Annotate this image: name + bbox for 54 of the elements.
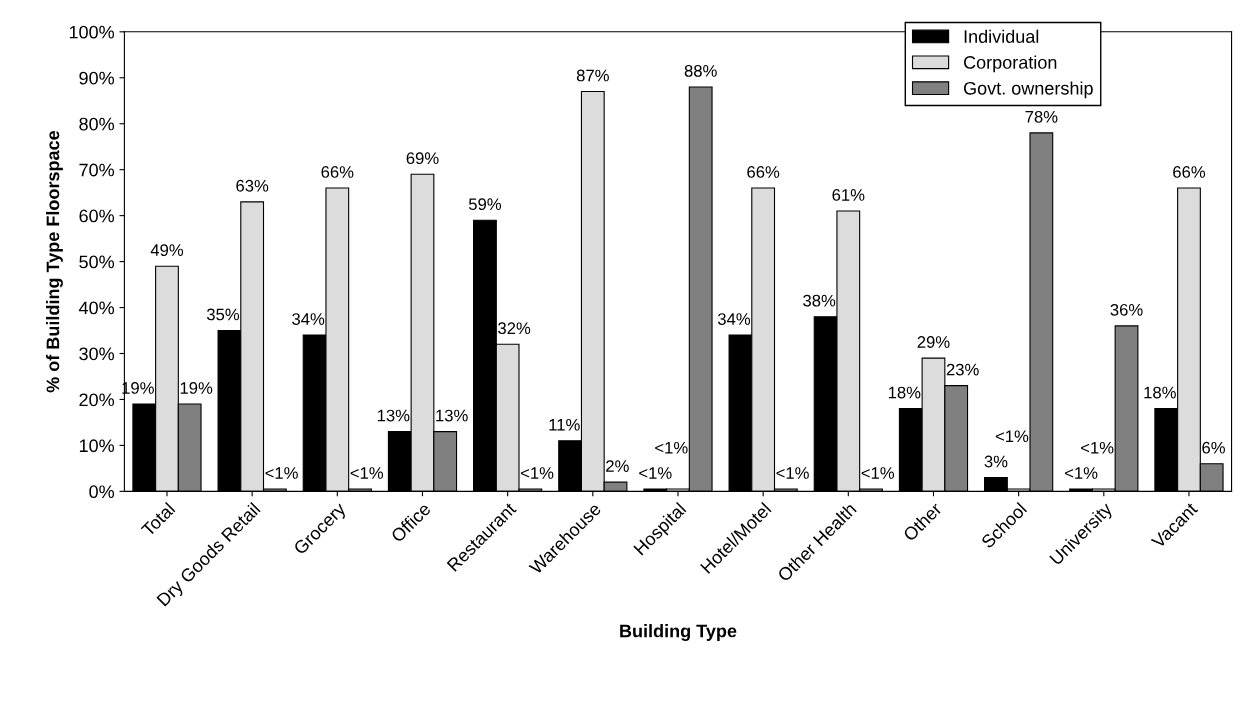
data-label: 66% [747, 166, 780, 178]
y-tick-label: 20% [79, 393, 115, 407]
data-label: 23% [946, 363, 979, 376]
y-tick-label: 60% [79, 209, 115, 223]
y-tick-label: 90% [79, 71, 115, 85]
data-label: 88% [684, 64, 717, 77]
legend-label: Individual [964, 29, 1039, 43]
data-label: 34% [717, 313, 751, 325]
x-axis-title: Building Type [620, 624, 737, 641]
data-label: <1% [861, 467, 895, 479]
data-label: 13% [377, 409, 410, 422]
data-label: 36% [1110, 303, 1143, 316]
data-label: <1% [776, 467, 809, 479]
data-label: <1% [995, 430, 1029, 443]
legend-label: Corporation [963, 55, 1057, 73]
data-label: 78% [1025, 110, 1058, 123]
data-label: 13% [436, 409, 468, 422]
data-label: <1% [350, 467, 384, 479]
data-label: 38% [803, 294, 836, 307]
data-label: 6% [1202, 441, 1225, 454]
data-label: 18% [1144, 386, 1176, 399]
y-tick-label: 100% [69, 25, 115, 39]
data-label: 18% [888, 386, 921, 399]
data-label: 87% [576, 69, 609, 82]
legend-label: Govt. ownership [963, 81, 1093, 99]
y-tick-label: 10% [79, 439, 115, 453]
data-label: 11% [549, 418, 580, 431]
data-label: 61% [832, 189, 865, 201]
y-tick-label: 80% [79, 117, 115, 131]
data-label: <1% [639, 467, 672, 479]
data-label: 3% [984, 455, 1008, 468]
y-tick-label: 0% [89, 485, 115, 499]
data-label: <1% [520, 467, 554, 479]
data-label: 66% [321, 166, 354, 178]
data-label: 34% [292, 313, 325, 325]
data-label: 32% [498, 322, 531, 335]
data-label: 69% [406, 152, 439, 165]
y-tick-label: 40% [78, 301, 115, 315]
y-tick-label: 50% [79, 255, 115, 269]
y-tick-label: 70% [79, 163, 115, 177]
data-label: <1% [1081, 441, 1114, 454]
y-tick-label: 30% [79, 347, 115, 361]
data-label: <1% [1065, 467, 1098, 479]
data-label: <1% [655, 441, 688, 454]
data-label: 2% [606, 460, 629, 472]
data-label: 19% [180, 382, 213, 394]
y-axis-title: % of Building Type Floorspace [46, 130, 63, 393]
data-label: 66% [1173, 166, 1206, 178]
data-label: 63% [236, 179, 269, 192]
data-label: 29% [917, 336, 950, 348]
data-label: 49% [150, 244, 184, 256]
data-label: 59% [468, 198, 502, 211]
data-label: <1% [265, 467, 298, 479]
data-label: 35% [206, 308, 240, 321]
